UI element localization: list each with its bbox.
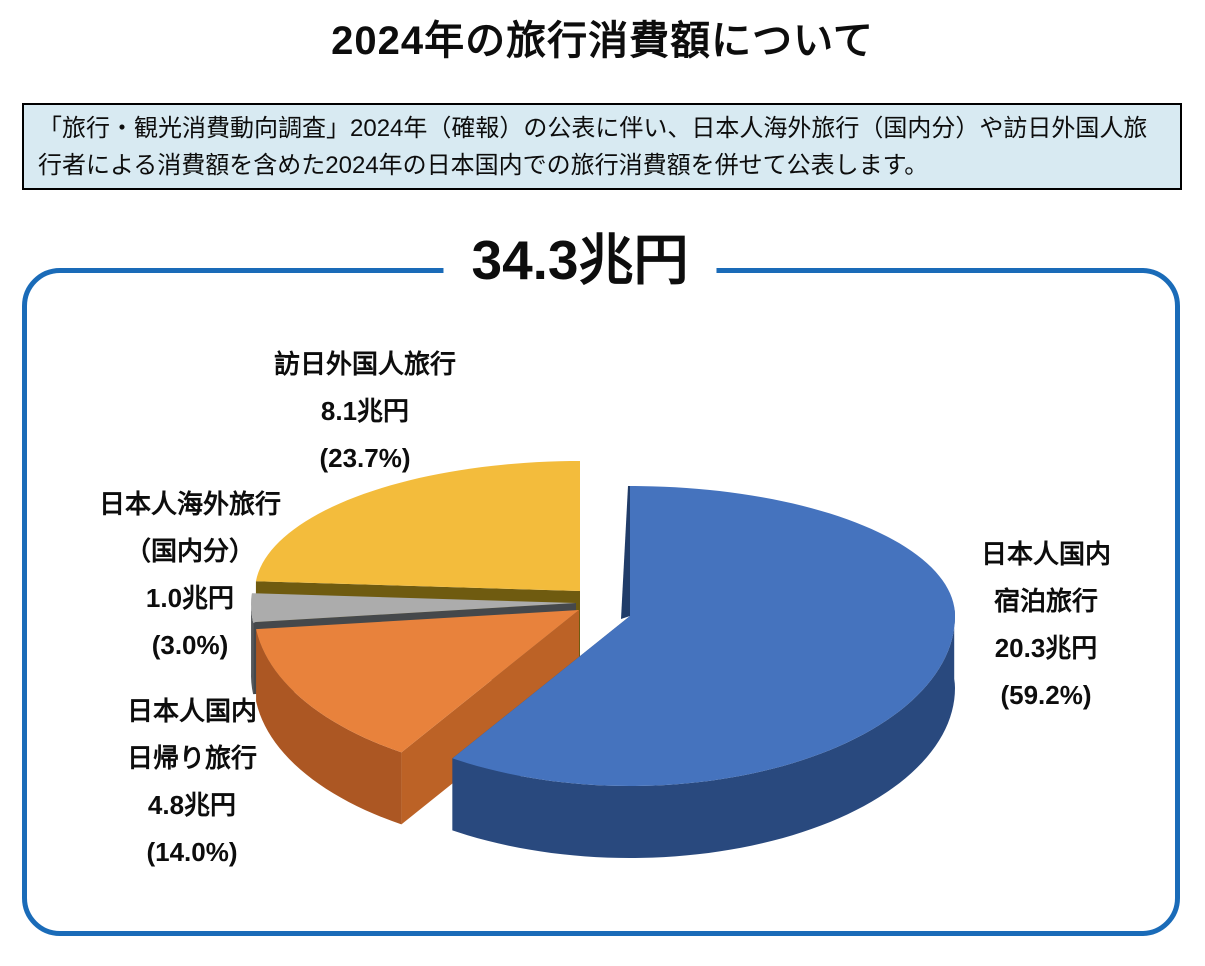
pie-slice-overseas-domestic-portion-top	[251, 593, 576, 623]
label-line: 1.0兆円	[145, 583, 235, 613]
label-line: 20.3兆円	[994, 633, 1098, 663]
label-line: 訪日外国人旅行	[273, 349, 457, 379]
pie-slice-overseas-domestic-portion-rim-wall	[251, 600, 254, 695]
label-line: 日本人国内	[980, 539, 1112, 569]
pie-slice-domestic-overnight-edge-wall	[621, 486, 630, 619]
label-domestic-daytrip: 日本人国内 日帰り旅行 4.8兆円 (14.0%)	[127, 688, 257, 876]
pie-slice-domestic-daytrip	[256, 610, 579, 825]
label-line: 8.1兆円	[320, 396, 410, 426]
label-inbound-foreign: 訪日外国人旅行 8.1兆円 (23.7%)	[274, 341, 456, 482]
label-line: 4.8兆円	[147, 790, 237, 820]
notice-text: 「旅行・観光消費動向調査」2024年（確報）の公表に伴い、日本人海外旅行（国内分…	[38, 115, 1148, 179]
pie-slice-inbound-foreign-top	[255, 461, 581, 591]
pie-slice-domestic-daytrip-top	[256, 610, 579, 753]
page-title: 2024年の旅行消費額について	[331, 19, 874, 63]
label-line: (59.2%)	[1000, 680, 1092, 710]
pie-slice-domestic-daytrip-cut-wall	[401, 610, 579, 825]
label-line: (23.7%)	[319, 443, 411, 473]
pie-slice-domestic-overnight-top	[452, 486, 955, 786]
pie-slice-domestic-overnight	[452, 486, 955, 858]
label-line: 宿泊旅行	[993, 586, 1099, 616]
label-line: （国内分）	[124, 536, 256, 566]
notice-box: 「旅行・観光消費動向調査」2024年（確報）の公表に伴い、日本人海外旅行（国内分…	[22, 103, 1182, 190]
label-domestic-overnight: 日本人国内 宿泊旅行 20.3兆円 (59.2%)	[981, 531, 1111, 719]
pie-slice-domestic-daytrip-rim-wall	[256, 629, 402, 825]
label-line: 日帰り旅行	[126, 743, 258, 773]
pie-slice-domestic-overnight-rim-wall	[452, 606, 955, 858]
label-line: (14.0%)	[146, 837, 238, 867]
label-line: 日本人海外旅行	[98, 489, 282, 519]
label-overseas-domestic-portion: 日本人海外旅行 （国内分） 1.0兆円 (3.0%)	[99, 481, 281, 669]
label-line: (3.0%)	[151, 630, 229, 660]
label-line: 日本人国内	[126, 696, 258, 726]
total-amount-label: 34.3兆円	[443, 222, 717, 299]
